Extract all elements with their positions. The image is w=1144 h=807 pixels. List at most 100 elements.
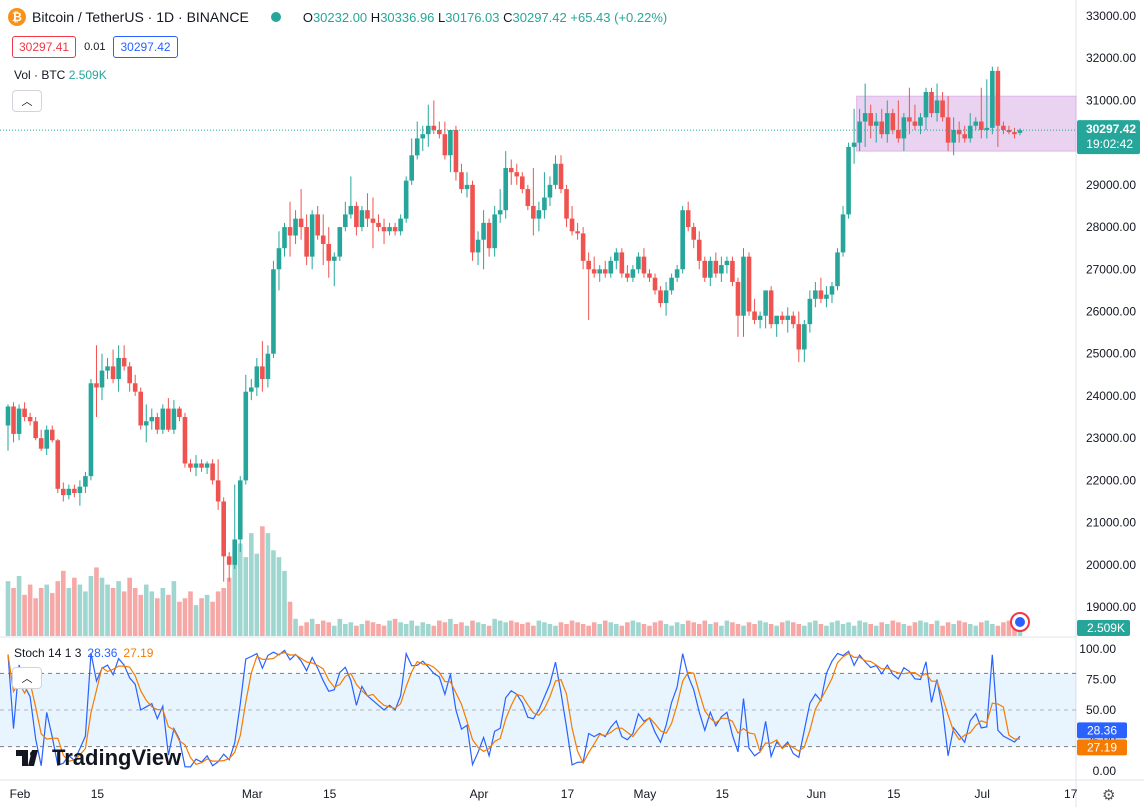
candle-body (276, 248, 282, 270)
candle-body (365, 210, 370, 219)
volume-bar (315, 624, 320, 636)
volume-bar (564, 624, 569, 636)
candle-body (824, 294, 829, 299)
volume-legend: Vol · BTC 2.509K (14, 68, 107, 82)
volume-bar (271, 550, 276, 636)
volume-bar (857, 620, 862, 636)
volume-bar (459, 622, 464, 636)
ohlc-high: 30336.96 (380, 9, 435, 25)
volume-bar (669, 625, 674, 636)
price-tick-label: 26000.00 (1086, 305, 1136, 319)
candle-body (608, 260, 614, 274)
volume-bar (354, 625, 359, 636)
collapse-stoch-button[interactable]: ︿ (12, 667, 42, 689)
candle-body (967, 125, 973, 139)
candle-body (249, 387, 254, 392)
volume-bar (918, 620, 923, 636)
stoch-d-tag-label: 27.19 (1087, 740, 1117, 754)
time-tick-label: Feb (10, 787, 31, 801)
volume-bar (425, 624, 431, 636)
candle-body (851, 142, 857, 147)
volume-bar (237, 543, 243, 636)
candle-body (132, 383, 138, 392)
candle-body (66, 488, 72, 496)
stoch-tick-label: 0.00 (1093, 764, 1117, 778)
candle-body (22, 408, 27, 418)
volume-bar (132, 588, 138, 636)
volume-bar (901, 624, 907, 636)
volume-bar (348, 622, 354, 636)
volume-bar (188, 591, 193, 636)
bitcoin-icon: ₿ (8, 8, 26, 26)
stoch-tick-label: 50.00 (1086, 703, 1116, 717)
volume-bar (49, 593, 55, 636)
candle-body (326, 243, 332, 261)
candle-body (38, 438, 44, 449)
candle-body (49, 429, 55, 441)
candle-body (929, 91, 934, 114)
volume-bar (641, 624, 647, 636)
volume-bar (879, 622, 885, 636)
volume-bar (912, 622, 918, 636)
volume-bar (818, 624, 824, 636)
volume-bar (547, 624, 553, 636)
volume-bar (896, 622, 901, 636)
candle-body (254, 366, 260, 388)
volume-bar (497, 620, 503, 636)
volume-bar (243, 557, 249, 636)
candle-body (763, 290, 768, 316)
time-tick-label: Jul (975, 787, 990, 801)
candle-body (33, 421, 38, 439)
candle-body (470, 184, 475, 253)
volume-bar (785, 620, 791, 636)
volume-bar (27, 584, 33, 636)
candle-body (724, 260, 730, 266)
tradingview-logo[interactable]: TradingView (16, 745, 181, 771)
volume-bar (945, 622, 951, 636)
volume-bar (431, 625, 437, 636)
volume-bar (763, 622, 768, 636)
candle-body (730, 260, 735, 282)
candle-body (110, 366, 116, 380)
candle-body (785, 315, 791, 320)
candle-body (99, 370, 105, 388)
volume-bar (453, 624, 459, 636)
market-open-icon (270, 12, 281, 22)
volume-bar (625, 622, 630, 636)
volume-bar (304, 622, 309, 636)
volume-bar (724, 620, 730, 636)
volume-bar (127, 577, 132, 636)
volume-bar (525, 622, 531, 636)
sell-price-button[interactable]: 30297.41 (12, 36, 77, 58)
volume-bar (437, 620, 442, 636)
brand-name: TradingView (52, 745, 182, 770)
gear-icon[interactable]: ⚙ (1102, 787, 1116, 804)
candle-body (757, 315, 763, 320)
volume-bar (99, 577, 105, 636)
volume-bar (663, 624, 669, 636)
candle-body (956, 129, 962, 135)
stoch-d-tag (1077, 739, 1127, 756)
volume-bar (88, 576, 94, 636)
volume-bar (967, 624, 973, 636)
symbol-title[interactable]: Bitcoin / TetherUS · 1D · BINANCE (32, 9, 249, 25)
candle-body (531, 205, 536, 219)
volume-bar (741, 625, 746, 636)
candle-body (597, 269, 603, 274)
volume-bar (774, 625, 779, 636)
volume-bar (757, 620, 763, 636)
volume-bar (923, 622, 929, 636)
collapse-legend-button[interactable]: ︿ (12, 90, 42, 112)
volume-bar (105, 584, 110, 636)
volume-bar (984, 620, 990, 636)
candle-body (503, 167, 509, 211)
candle-body (896, 129, 901, 139)
candle-body (802, 324, 807, 350)
volume-bar (293, 618, 298, 636)
candle-body (879, 121, 885, 135)
candle-body (309, 214, 315, 257)
buy-price-button[interactable]: 30297.42 (113, 36, 178, 58)
volume-bar (204, 594, 210, 636)
volume-bar (33, 598, 38, 636)
